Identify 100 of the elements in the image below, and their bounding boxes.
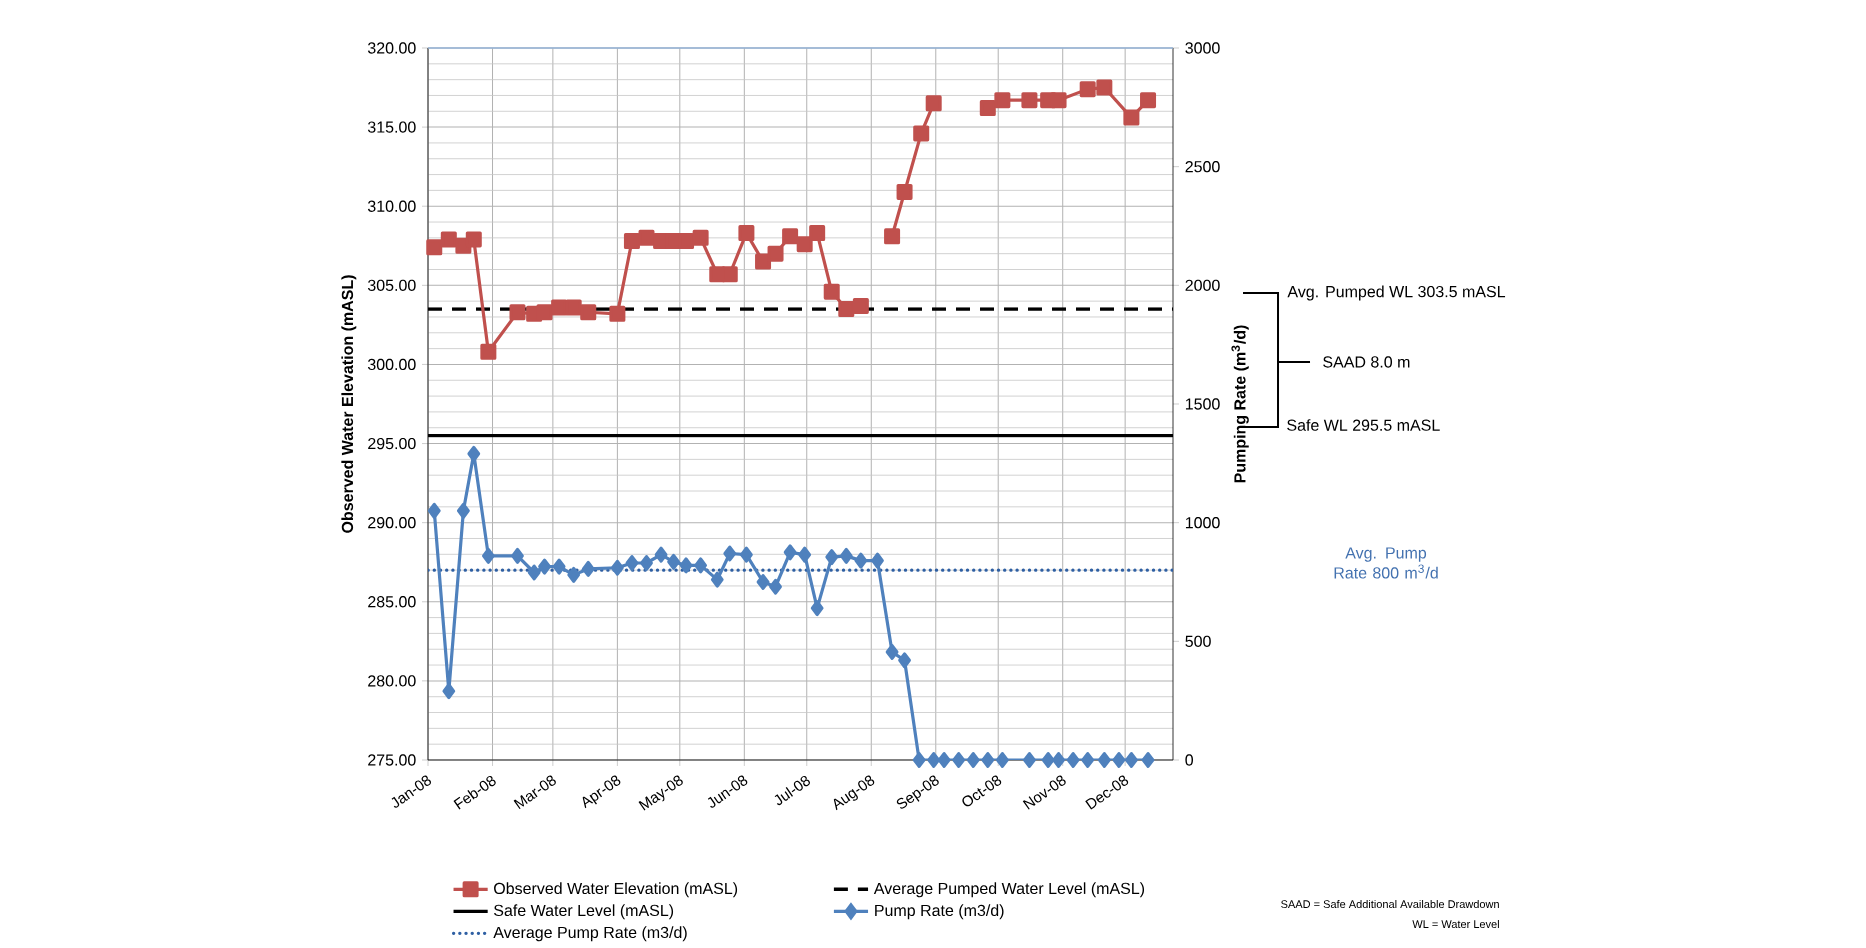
point — [565, 299, 582, 316]
point — [1140, 92, 1157, 109]
point — [913, 125, 930, 142]
point — [1050, 92, 1067, 109]
point — [884, 228, 901, 245]
point — [782, 228, 799, 245]
point — [1112, 751, 1126, 768]
point — [538, 558, 551, 575]
point — [1066, 751, 1080, 768]
point — [825, 548, 839, 565]
text: Safe WL 295.5 mASL — [1287, 418, 1440, 431]
point — [567, 566, 581, 583]
point — [640, 554, 653, 571]
point — [854, 552, 868, 569]
text: Avg. Pumped WL 303.5 mASL — [1287, 285, 1506, 301]
point — [738, 224, 755, 241]
text: WL = Water Level — [1412, 919, 1499, 928]
point — [810, 599, 824, 616]
point — [1079, 80, 1096, 97]
legend-label: Average Pumped Water Level (mASL) — [873, 882, 1145, 898]
legend-label: Average Pump Rate (m3/d) — [493, 926, 687, 942]
point — [1021, 92, 1038, 109]
text: SAAD = Safe Additional Available Drawdown — [1281, 899, 1499, 908]
point — [427, 502, 441, 519]
point — [823, 283, 840, 300]
y2-tick-label: 0 — [1185, 754, 1194, 766]
point — [610, 559, 624, 576]
point — [871, 552, 884, 569]
point — [839, 547, 853, 564]
point — [480, 343, 497, 360]
legend-label: Safe Water Level (mASL) — [494, 904, 674, 920]
point — [710, 571, 724, 588]
point — [912, 751, 926, 768]
point — [667, 553, 680, 570]
point — [769, 578, 782, 595]
y2-tick-label: 2500 — [1185, 160, 1220, 173]
y-tick-label: 310.00 — [367, 200, 416, 212]
point — [1041, 751, 1055, 768]
point — [927, 751, 941, 768]
text: SAAD 8.0 m — [1323, 356, 1410, 368]
point — [723, 545, 737, 562]
y-tick-label: 275.00 — [368, 754, 416, 766]
point — [623, 232, 640, 249]
point — [456, 502, 470, 519]
point — [979, 99, 996, 116]
y2-tick-label: 500 — [1185, 635, 1211, 647]
y-tick-label: 285.00 — [368, 595, 416, 608]
y-axis-title: Observed Water Elevation (mASL) — [341, 275, 357, 533]
point — [527, 564, 541, 581]
point — [551, 299, 568, 316]
point — [898, 652, 911, 669]
point — [609, 305, 626, 322]
y-tick-label: 295.00 — [368, 437, 416, 450]
point — [1097, 751, 1111, 768]
point — [442, 683, 456, 700]
point — [465, 231, 482, 248]
point — [678, 232, 695, 249]
point — [852, 297, 869, 314]
point — [1123, 109, 1140, 126]
point — [1052, 751, 1065, 768]
point — [1124, 751, 1138, 768]
point — [694, 557, 708, 574]
point — [1081, 751, 1095, 768]
point — [426, 239, 443, 256]
point — [952, 751, 966, 768]
point — [995, 751, 1009, 768]
y2-tick-label: 3000 — [1185, 42, 1220, 54]
point — [511, 547, 524, 564]
point — [798, 546, 812, 563]
text: Avg. Pump Rate 800 m$^{3}$/d — [1334, 547, 1438, 579]
point — [721, 266, 738, 283]
point — [994, 92, 1011, 109]
point — [809, 224, 826, 241]
point — [581, 560, 595, 577]
point — [1023, 751, 1036, 768]
y-tick-label: 320.00 — [367, 42, 416, 54]
point — [654, 546, 668, 563]
point — [509, 304, 526, 321]
point — [440, 231, 457, 248]
point — [740, 546, 753, 563]
point — [783, 544, 797, 561]
point — [552, 558, 566, 575]
point — [767, 245, 784, 262]
point — [925, 95, 942, 112]
point — [885, 643, 899, 660]
y2-tick-label: 1500 — [1185, 398, 1220, 410]
point — [536, 304, 553, 321]
point — [966, 751, 980, 768]
point — [981, 751, 995, 768]
y-tick-label: 280.00 — [368, 675, 416, 687]
y-tick-label: 315.00 — [367, 121, 416, 133]
y2-tick-label: 1000 — [1185, 516, 1220, 529]
point — [755, 253, 772, 270]
point — [467, 445, 481, 462]
point — [638, 229, 655, 246]
point — [625, 554, 639, 571]
point — [756, 573, 770, 590]
point — [1096, 79, 1113, 96]
point — [692, 229, 709, 246]
y2-tick-label: 2000 — [1185, 279, 1220, 291]
